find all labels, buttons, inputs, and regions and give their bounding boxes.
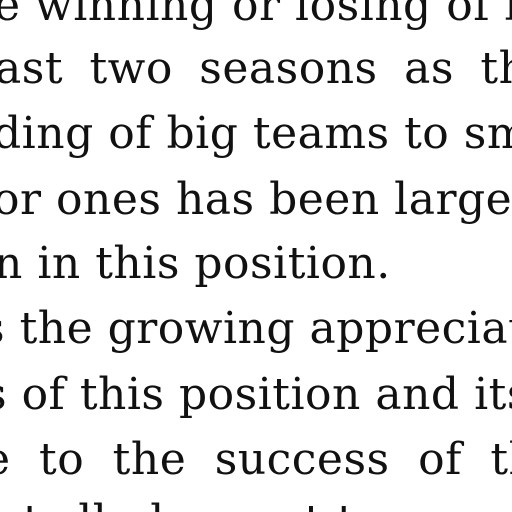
text-line-8: e to the success of the (0, 434, 512, 485)
text-line-1: e winning or losing of big (0, 0, 512, 31)
text-line-4: or ones has been largely (0, 174, 512, 225)
text-line-7: s of this position and its (0, 369, 512, 420)
text-line-6: s the growing appreciatio (0, 303, 512, 354)
text-line-5: n in this position. (0, 238, 391, 289)
text-line-3: ding of big teams to sma (0, 108, 512, 159)
text-line-2: ast two seasons as the f (0, 43, 512, 94)
text-line-9-partial: ntsdlnderer nt tr (0, 500, 377, 512)
